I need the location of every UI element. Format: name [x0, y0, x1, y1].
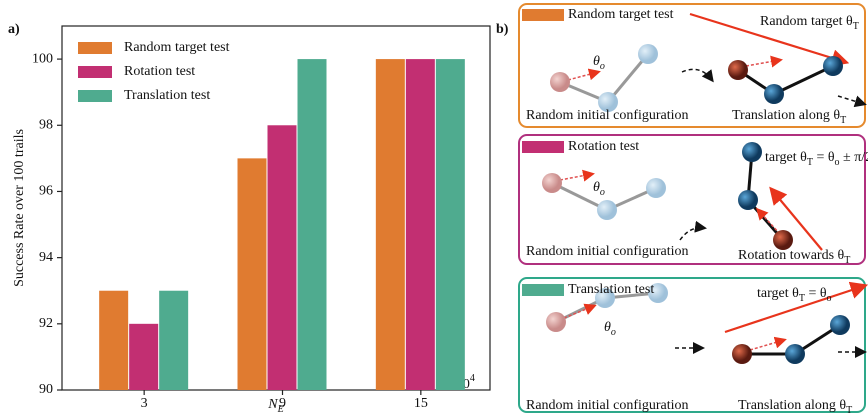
- y-tick-label: 94: [39, 250, 53, 265]
- x-axis-label-part: N: [267, 397, 278, 412]
- box-title: Rotation test: [568, 139, 639, 154]
- legend-swatch: [78, 90, 112, 102]
- bar: [267, 125, 297, 390]
- legend-swatch: [78, 42, 112, 54]
- right-caption-part: T: [844, 255, 850, 266]
- right-caption-part: Rotation towards θ: [738, 248, 845, 263]
- target-label-part: target θ: [757, 286, 799, 301]
- legend-label: Rotation test: [124, 64, 195, 79]
- right-caption: Translation along θT: [732, 108, 846, 126]
- right-caption: Rotation towards θT: [738, 248, 850, 266]
- bar: [237, 158, 267, 390]
- bar: [375, 59, 405, 390]
- target-label-part: target θ: [765, 150, 807, 165]
- theta-label: θo: [593, 54, 605, 72]
- target-label: target θT = θo ± π/2: [765, 150, 868, 168]
- right-caption-part: Translation along θ: [738, 398, 846, 413]
- panel-label: b): [496, 22, 509, 37]
- left-caption: Random initial configuration: [526, 244, 689, 259]
- x-axis-label: NE: [267, 397, 283, 415]
- x-tick-label: 15: [414, 396, 428, 411]
- x-multiplier-part: 4: [470, 373, 475, 384]
- target-label-part: = θ: [813, 150, 835, 165]
- x-tick-label: 9: [279, 396, 286, 411]
- left-caption: Random initial configuration: [526, 398, 689, 413]
- target-label-part: o: [827, 293, 832, 304]
- bar: [129, 323, 159, 390]
- bar: [99, 290, 129, 390]
- y-axis-label: Success Rate over 100 trails: [12, 129, 27, 287]
- target-label-part: o: [835, 157, 840, 168]
- target-label-part: = θ: [805, 286, 827, 301]
- theta-label-part: o: [600, 187, 605, 198]
- legend-label: Random target test: [124, 40, 230, 55]
- theta-label-part: θ: [593, 180, 600, 195]
- y-tick-label: 98: [39, 117, 53, 132]
- bar: [297, 59, 327, 390]
- target-label-part: ± π/2: [840, 150, 868, 165]
- target-label: target θT = θo: [757, 286, 832, 304]
- legend-label: Translation test: [124, 88, 210, 103]
- box-title: Random target test: [568, 7, 674, 22]
- bar: [405, 59, 435, 390]
- right-caption-part: T: [846, 405, 852, 416]
- target-label-part: Random target θ: [760, 14, 853, 29]
- panel-b-art: [518, 3, 868, 413]
- theta-label: θo: [604, 320, 616, 338]
- theta-label-part: θ: [593, 54, 600, 69]
- y-tick-label: 90: [39, 382, 53, 397]
- x-axis-label-part: E: [277, 404, 284, 415]
- theta-label-part: o: [611, 327, 616, 338]
- y-tick-label: 100: [32, 51, 53, 66]
- y-tick-label: 96: [39, 184, 53, 199]
- bar: [435, 59, 465, 390]
- right-caption: Translation along θT: [738, 398, 852, 416]
- theta-label: θo: [593, 180, 605, 198]
- box-title: Translation test: [568, 282, 654, 297]
- target-label-part: T: [807, 157, 813, 168]
- target-label-part: T: [853, 21, 859, 32]
- x-tick-label: 3: [141, 396, 148, 411]
- right-caption-part: T: [840, 115, 846, 126]
- target-label: Random target θT: [760, 14, 859, 32]
- theta-label-part: θ: [604, 320, 611, 335]
- legend-swatch: [78, 66, 112, 78]
- y-tick-label: 92: [39, 316, 53, 331]
- panel-label: a): [8, 22, 20, 37]
- bar: [159, 290, 189, 390]
- target-label-part: T: [799, 293, 805, 304]
- right-caption-part: Translation along θ: [732, 108, 840, 123]
- theta-label-part: o: [600, 61, 605, 72]
- left-caption: Random initial configuration: [526, 108, 689, 123]
